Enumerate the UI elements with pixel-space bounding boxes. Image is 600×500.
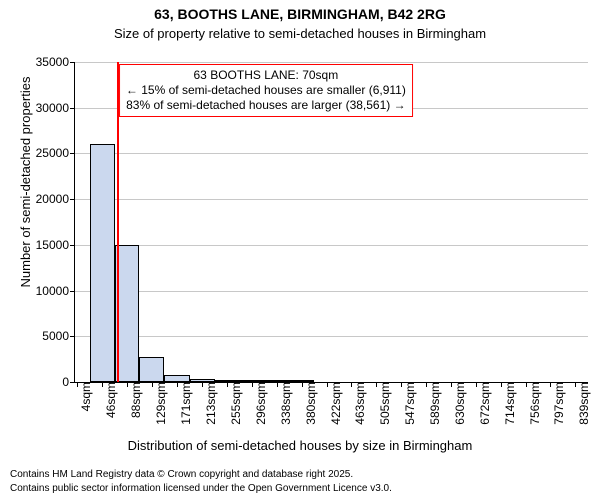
chart-container: 63, BOOTHS LANE, BIRMINGHAM, B42 2RG Siz… bbox=[0, 0, 600, 500]
histogram-bar bbox=[164, 375, 189, 382]
gridline-h bbox=[75, 336, 588, 337]
xtick-label: 338sqm bbox=[277, 382, 293, 425]
annotation-line: 83% of semi-detached houses are larger (… bbox=[126, 98, 406, 113]
chart-subtitle: Size of property relative to semi-detach… bbox=[0, 26, 600, 41]
ytick-label: 35000 bbox=[36, 55, 75, 69]
xtick-label: 630sqm bbox=[451, 382, 467, 425]
xtick-label: 672sqm bbox=[476, 382, 492, 425]
x-axis-label: Distribution of semi-detached houses by … bbox=[0, 438, 600, 453]
histogram-bar bbox=[139, 357, 164, 382]
annotation-line: 63 BOOTHS LANE: 70sqm bbox=[126, 68, 406, 83]
xtick-label: 129sqm bbox=[152, 382, 168, 425]
xtick-label: 547sqm bbox=[401, 382, 417, 425]
gridline-h bbox=[75, 62, 588, 63]
xtick-label: 839sqm bbox=[575, 382, 591, 425]
footer-line-2: Contains public sector information licen… bbox=[10, 483, 392, 494]
plot-area: 050001000015000200002500030000350004sqm4… bbox=[74, 62, 588, 383]
xtick-label: 88sqm bbox=[127, 382, 143, 418]
ytick-label: 25000 bbox=[36, 146, 75, 160]
xtick-label: 756sqm bbox=[526, 382, 542, 425]
xtick-label: 714sqm bbox=[501, 382, 517, 425]
xtick-label: 463sqm bbox=[351, 382, 367, 425]
xtick-label: 171sqm bbox=[177, 382, 193, 425]
xtick-label: 4sqm bbox=[77, 382, 93, 411]
xtick-label: 255sqm bbox=[227, 382, 243, 425]
ytick-label: 15000 bbox=[36, 238, 75, 252]
xtick-label: 422sqm bbox=[327, 382, 343, 425]
gridline-h bbox=[75, 291, 588, 292]
xtick-label: 296sqm bbox=[252, 382, 268, 425]
annotation-line: ← 15% of semi-detached houses are smalle… bbox=[126, 83, 406, 98]
ytick-label: 10000 bbox=[36, 284, 75, 298]
ytick-label: 20000 bbox=[36, 192, 75, 206]
footer-line-1: Contains HM Land Registry data © Crown c… bbox=[10, 469, 353, 480]
y-axis-label: Number of semi-detached properties bbox=[18, 22, 33, 342]
xtick-label: 505sqm bbox=[376, 382, 392, 425]
histogram-bar bbox=[90, 144, 115, 382]
xtick-label: 46sqm bbox=[102, 382, 118, 418]
annotation-box: 63 BOOTHS LANE: 70sqm← 15% of semi-detac… bbox=[119, 64, 413, 117]
ytick-label: 0 bbox=[62, 375, 75, 389]
xtick-label: 380sqm bbox=[302, 382, 318, 425]
ytick-label: 30000 bbox=[36, 101, 75, 115]
xtick-label: 797sqm bbox=[550, 382, 566, 425]
xtick-label: 213sqm bbox=[202, 382, 218, 425]
gridline-h bbox=[75, 245, 588, 246]
gridline-h bbox=[75, 199, 588, 200]
xtick-label: 589sqm bbox=[426, 382, 442, 425]
chart-title: 63, BOOTHS LANE, BIRMINGHAM, B42 2RG bbox=[0, 6, 600, 22]
ytick-label: 5000 bbox=[42, 329, 75, 343]
gridline-h bbox=[75, 153, 588, 154]
